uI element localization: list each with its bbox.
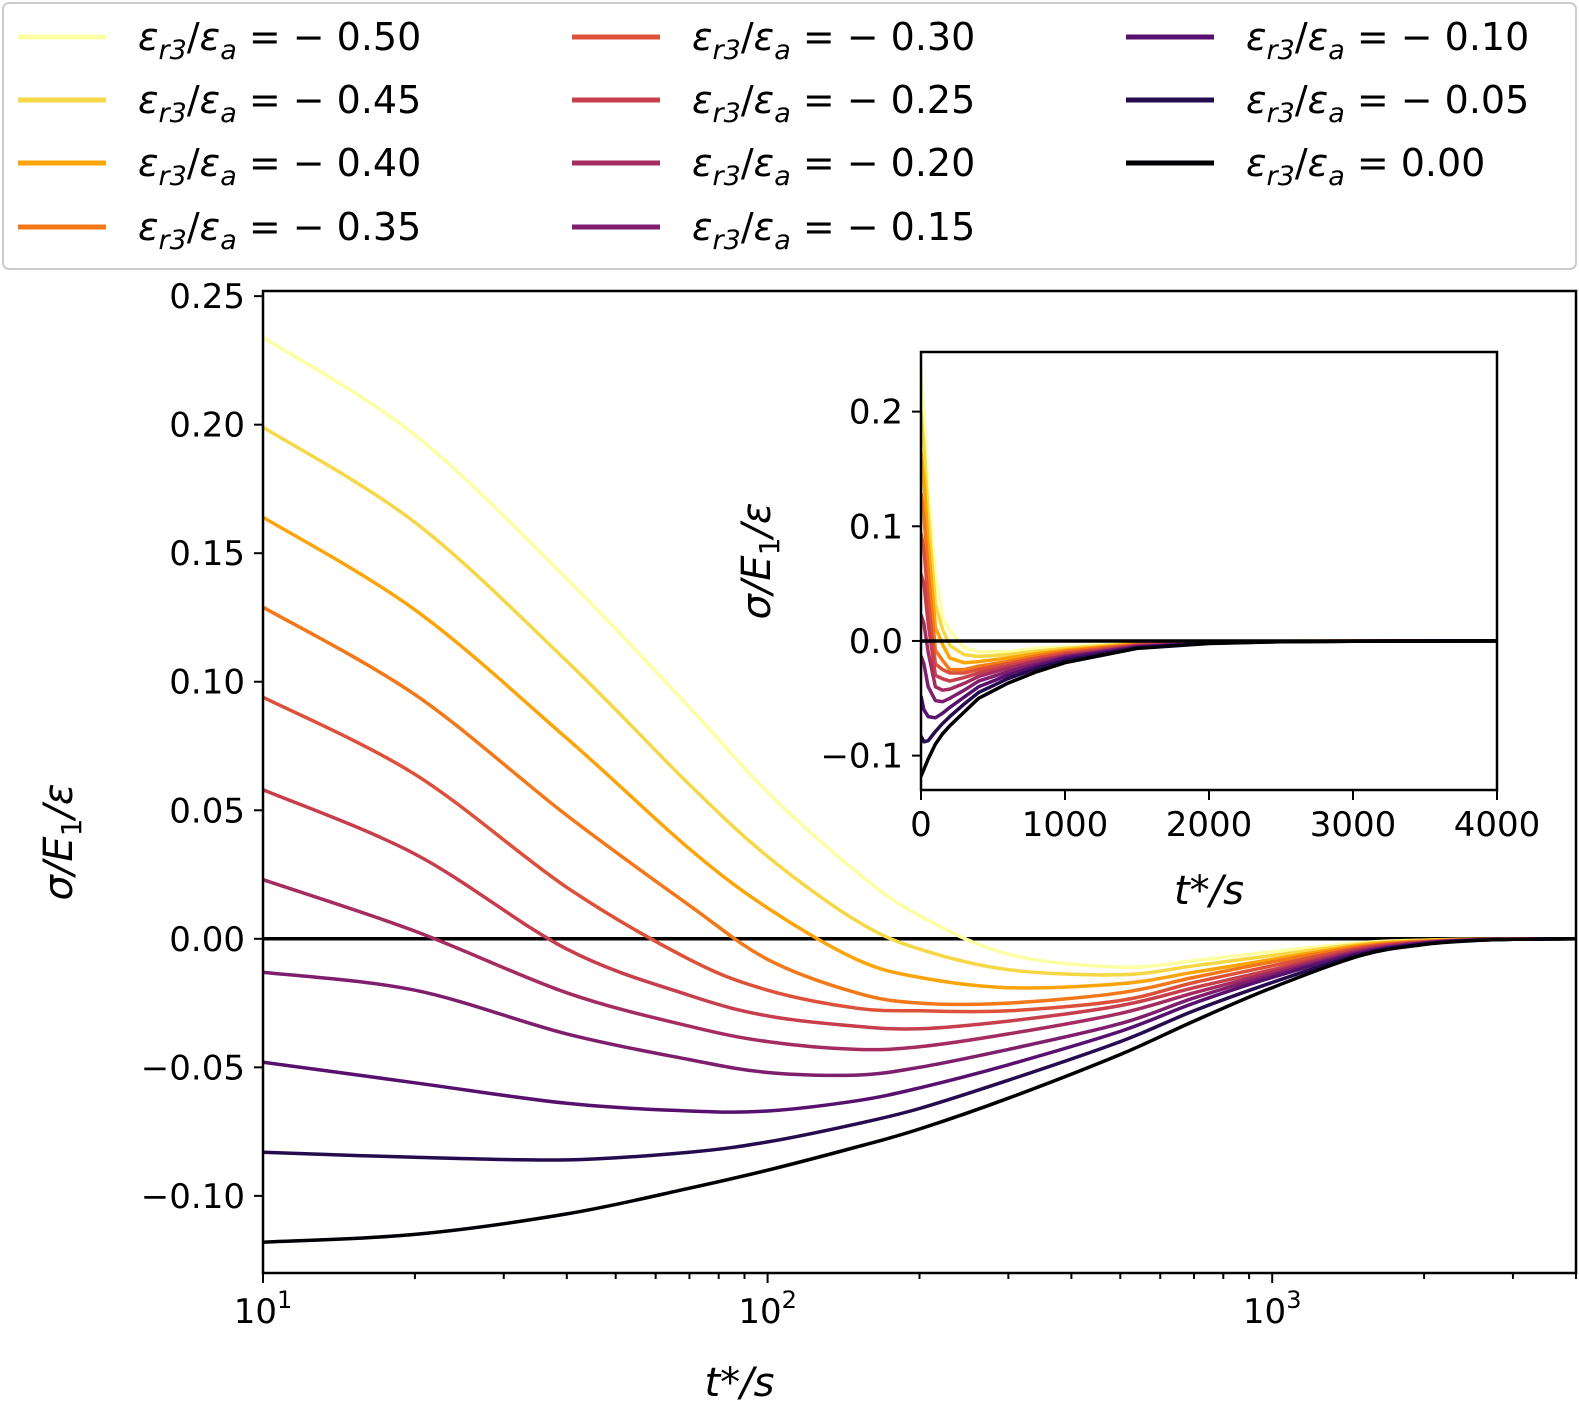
y-tick-label: 0.25 [169, 277, 245, 317]
y-tick-label: −0.10 [141, 1177, 245, 1217]
x-tick-label: 3000 [1310, 805, 1397, 845]
y-tick-label: −0.05 [141, 1048, 245, 1088]
y-tick-label: 0.2 [849, 393, 903, 433]
inset-background [921, 352, 1497, 790]
legend-label: εr3/εa = − 0.05 [1246, 78, 1529, 129]
series-line [263, 937, 1576, 1162]
y-tick-label: 0.20 [169, 406, 245, 446]
series-line [263, 937, 1576, 1244]
legend-item: εr3/εa = − 0.30 [572, 15, 975, 66]
legend-item: εr3/εa = − 0.20 [572, 141, 975, 192]
legend: εr3/εa = − 0.50 εr3/εa = − 0.45 εr3/εa = −… [2, 2, 1577, 270]
legend-item: εr3/εa = − 0.40 [18, 141, 421, 192]
y-tick-label: 0.15 [169, 534, 245, 574]
inset-x-axis-title: t*/s [1174, 868, 1244, 914]
legend-label: εr3/εa = − 0.20 [692, 141, 975, 192]
y-tick-label: −0.1 [820, 737, 903, 777]
legend-label: εr3/εa = − 0.50 [138, 15, 421, 66]
inset-curves [921, 372, 1497, 777]
y-tick-label: 0.0 [849, 622, 903, 662]
y-tick-label: 0.1 [849, 507, 903, 547]
x-tick-label: 4000 [1454, 805, 1541, 845]
legend-item: εr3/εa = − 0.45 [18, 78, 421, 129]
legend-label: εr3/εa = − 0.25 [692, 78, 975, 129]
y-tick-label: 0.10 [169, 663, 245, 703]
legend-label: εr3/εa = − 0.45 [138, 78, 421, 129]
series-line [263, 937, 1576, 1078]
legend-item: εr3/εa = − 0.15 [572, 205, 975, 256]
legend-label: εr3/εa = − 0.40 [138, 141, 421, 192]
main-curves [263, 335, 1576, 1244]
x-tick-label: 102 [738, 1286, 797, 1332]
series-line [263, 878, 1576, 1052]
legend-item: εr3/εa = − 0.05 [1126, 78, 1529, 129]
legend-frame [2, 2, 1577, 270]
y-tick-label: 0.00 [169, 920, 245, 960]
inset-y-axis-title: σ/E1/ε [734, 502, 786, 619]
legend-item: εr3/εa = − 0.35 [18, 205, 421, 256]
x-tick-label: 103 [1243, 1286, 1302, 1332]
legend-item: εr3/εa = − 0.50 [18, 15, 421, 66]
x-tick-label: 101 [234, 1286, 293, 1332]
legend-label: εr3/εa = − 0.30 [692, 15, 975, 66]
x-axis-title: t*/s [705, 1360, 775, 1406]
legend-item: εr3/εa = − 0.10 [1126, 15, 1529, 66]
legend-item: εr3/εa = − 0.25 [572, 78, 975, 129]
x-tick-label: 2000 [1166, 805, 1253, 845]
x-tick-label: 1000 [1022, 805, 1109, 845]
legend-item: εr3/εa = 0.00 [1126, 141, 1485, 192]
inset-plot: 0.2 0.1 0.0 −0.10 1000 2000 3000 4000 t*/s σ/E1/ε [734, 350, 1541, 914]
legend-label: εr3/εa = − 0.35 [138, 205, 421, 256]
legend-label: εr3/εa = 0.00 [1246, 141, 1485, 192]
y-tick-label: 0.05 [169, 791, 245, 831]
legend-label: εr3/εa = − 0.10 [1246, 15, 1529, 66]
legend-label: εr3/εa = − 0.15 [692, 205, 975, 256]
y-axis-title: σ/E1/ε [36, 783, 88, 900]
series-line [263, 937, 1576, 1114]
x-tick-label: 0 [910, 805, 932, 845]
